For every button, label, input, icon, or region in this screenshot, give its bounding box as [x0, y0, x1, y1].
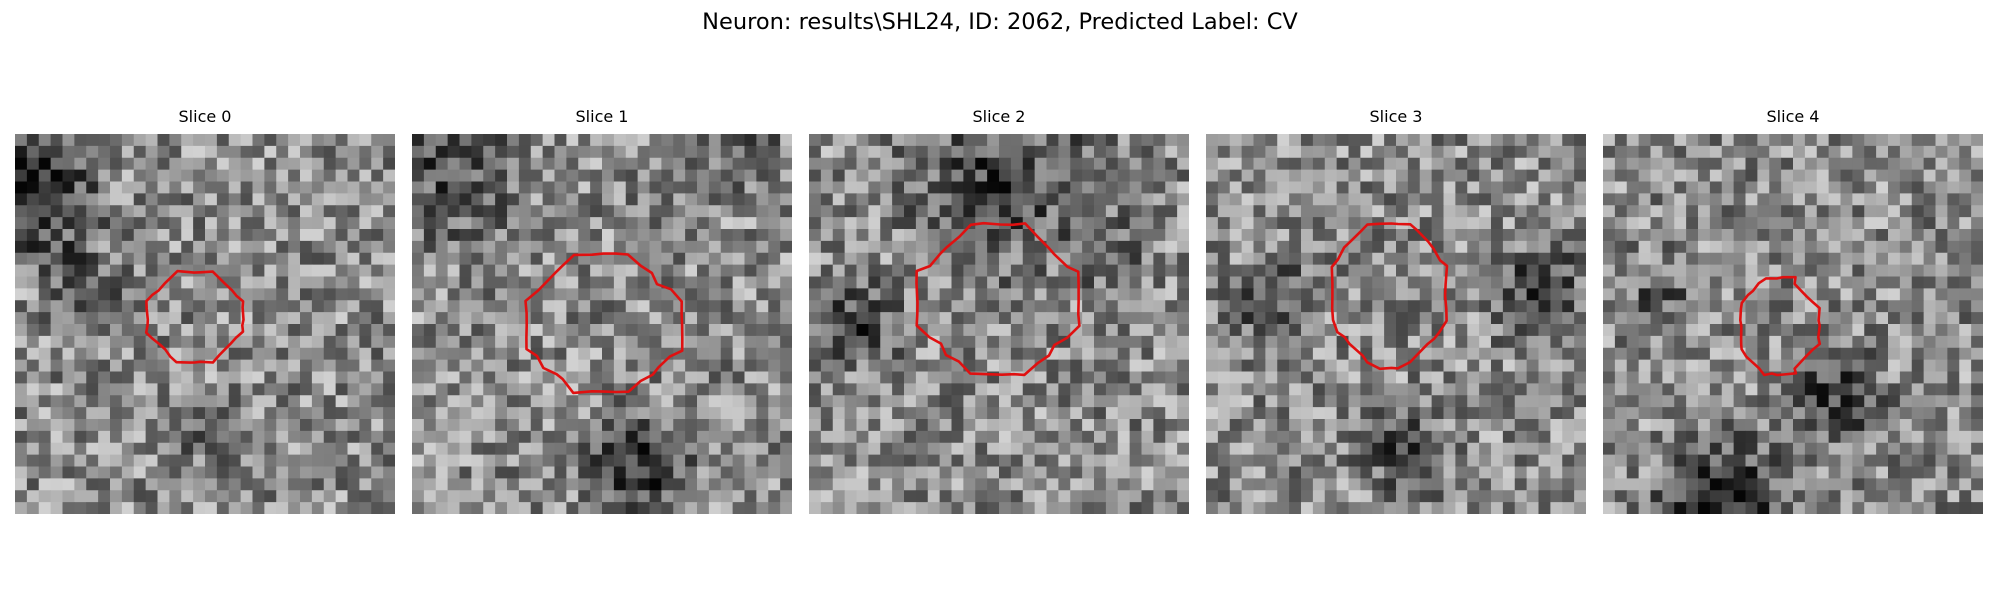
pixel-grid [809, 134, 1189, 514]
figure-title: Neuron: results\SHL24, ID: 2062, Predict… [702, 9, 1298, 35]
pixel-grid [15, 134, 395, 514]
cell-contour [524, 252, 684, 395]
cell-contour [1330, 222, 1449, 371]
slice-image [809, 134, 1189, 514]
slice-image [15, 134, 395, 514]
slice-title: Slice 1 [575, 107, 629, 126]
slice-title: Slice 0 [178, 107, 232, 126]
cell-contour [144, 269, 245, 364]
slice-image [1206, 134, 1586, 514]
slice-title: Slice 4 [1766, 107, 1820, 126]
cell-contour [1739, 275, 1822, 377]
cell-contour [915, 221, 1081, 377]
slice-title: Slice 2 [972, 107, 1026, 126]
pixel-grid [412, 134, 792, 514]
pixel-grid [1206, 134, 1586, 514]
pixel-grid [1603, 134, 1983, 514]
slice-image [1603, 134, 1983, 514]
slice-title: Slice 3 [1369, 107, 1423, 126]
slice-image [412, 134, 792, 514]
